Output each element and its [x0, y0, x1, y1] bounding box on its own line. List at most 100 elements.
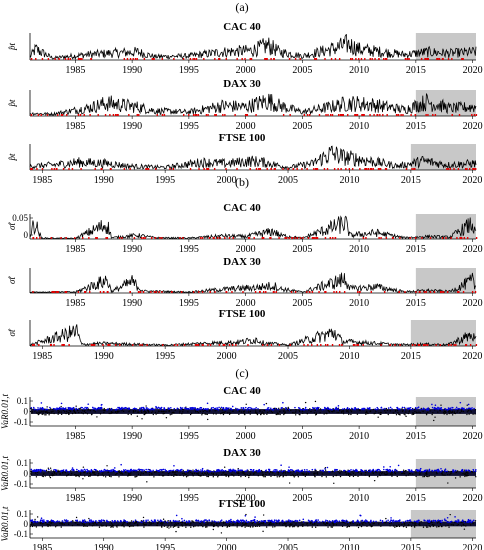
var-point [90, 519, 93, 522]
exceedance-marker [234, 114, 236, 116]
var-point [326, 520, 329, 522]
chart-title: DAX 30 [223, 78, 261, 90]
exceedance-marker [427, 58, 429, 60]
exceedance-marker [307, 237, 310, 239]
return-point [285, 474, 287, 477]
var-point [33, 469, 36, 471]
exceedance-marker [128, 114, 130, 116]
var-point [160, 469, 163, 472]
return-point [463, 528, 466, 530]
var-point [291, 520, 294, 522]
return-point [212, 413, 215, 415]
return-point [200, 475, 202, 477]
exceedance-marker [334, 237, 337, 239]
exceedance-marker [405, 168, 408, 170]
return-point [288, 524, 290, 526]
exceedance-marker [179, 237, 181, 239]
exceedance-marker [223, 344, 226, 346]
exceedance-marker [270, 168, 272, 170]
x-tick-label: 2020 [463, 493, 483, 504]
return-point [423, 475, 426, 478]
exceedance-marker [288, 58, 291, 60]
return-point [436, 522, 439, 524]
var-point [321, 408, 324, 411]
exceedance-marker [362, 114, 364, 116]
var-point [134, 519, 137, 521]
exceedance-marker [46, 114, 49, 116]
var-point [475, 468, 477, 471]
var-point [120, 470, 123, 472]
var-point [392, 520, 394, 522]
return-point [124, 471, 127, 473]
var-point [298, 519, 301, 522]
y-tick-label: 0.05 [12, 213, 28, 223]
var-point [401, 406, 404, 409]
var-point [467, 469, 470, 472]
return-point [181, 413, 183, 415]
var-point [111, 470, 113, 472]
return-point [310, 410, 312, 413]
return-point [98, 526, 101, 528]
var-point [173, 465, 175, 467]
var-point [409, 519, 411, 521]
exceedance-marker [426, 58, 429, 60]
var-point [354, 407, 357, 409]
var-point [381, 521, 384, 524]
var-point [70, 520, 73, 523]
var-point [143, 469, 146, 472]
return-point [201, 412, 204, 415]
var-point [357, 407, 359, 410]
exceedance-marker [248, 237, 251, 239]
exceedance-marker [206, 168, 208, 170]
return-point [357, 526, 360, 529]
return-point [284, 472, 287, 474]
return-point [247, 525, 249, 527]
return-point [468, 410, 470, 412]
var-point [343, 469, 346, 472]
var-point [325, 519, 327, 522]
exceedance-marker [235, 344, 237, 346]
exceedance-marker [60, 237, 62, 239]
return-point [183, 472, 186, 475]
x-tick-label: 1995 [155, 175, 175, 186]
x-tick-label: 2015 [406, 244, 426, 255]
var-point [410, 408, 412, 411]
exceedance-marker [189, 168, 192, 170]
var-point [62, 469, 64, 472]
return-point [246, 474, 248, 476]
return-point [429, 410, 431, 412]
var-point [95, 408, 97, 411]
return-point [315, 413, 318, 416]
return-point [295, 414, 297, 416]
exceedance-marker [225, 58, 227, 60]
chart-title: FTSE 100 [219, 498, 266, 510]
var-point [440, 470, 442, 473]
return-point [255, 471, 257, 473]
return-point [202, 410, 204, 413]
exceedance-marker [104, 114, 107, 116]
series-line [29, 324, 477, 347]
return-point [30, 473, 32, 475]
exceedance-marker [241, 58, 243, 60]
var-point [124, 469, 127, 471]
var-point [125, 407, 128, 409]
var-point [348, 408, 351, 410]
var-point [148, 408, 151, 411]
x-tick-label: 1995 [179, 493, 199, 504]
return-point [374, 412, 376, 414]
return-point [287, 406, 289, 409]
var-point [181, 520, 184, 523]
var-point [240, 407, 243, 409]
var-point [141, 468, 144, 471]
var-point [201, 467, 204, 470]
return-point [127, 472, 130, 474]
return-point [99, 413, 102, 415]
return-point [122, 410, 125, 413]
return-point [177, 523, 179, 525]
return-point [404, 414, 406, 416]
return-point [94, 473, 96, 476]
x-tick-label: 1985 [65, 65, 85, 76]
return-point [338, 409, 341, 412]
shaded-region [415, 90, 476, 116]
var-point [314, 520, 317, 522]
